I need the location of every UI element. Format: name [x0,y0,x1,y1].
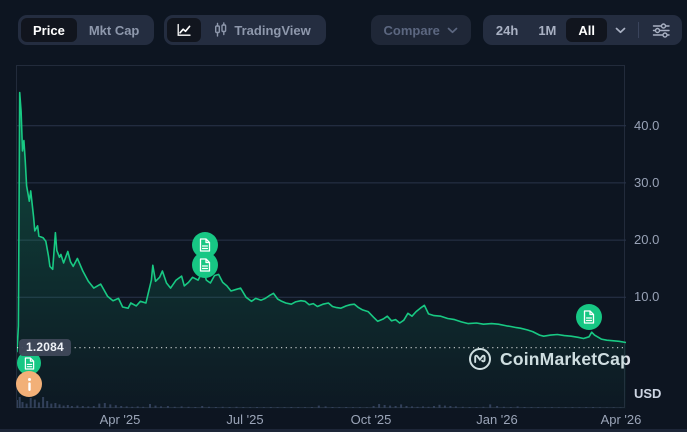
price-chart-plot-area: CoinMarketCap [16,65,631,409]
compare-label: Compare [383,22,440,38]
range-24h-button[interactable]: 24h [486,18,528,42]
chevron-down-icon [615,27,626,33]
gridlines [17,125,626,298]
price-line-chart[interactable] [17,66,626,409]
news-event-marker[interactable] [192,252,218,278]
price-mktcap-toggle: Price Mkt Cap [18,15,155,45]
chevron-down-icon [447,27,458,33]
tradingview-label: TradingView [234,22,311,38]
candlestick-icon [215,22,227,37]
toolbar-right-group: Compare 24h 1M All [370,15,682,45]
mktcap-tab[interactable]: Mkt Cap [77,18,152,42]
x-axis-label: Apr '25 [99,412,141,427]
range-all-button[interactable]: All [566,18,607,42]
y-axis-label: 30.0 [634,175,660,190]
y-axis-label: 10.0 [634,289,660,304]
x-axis-label: Apr '26 [600,412,642,427]
info-icon [27,377,31,391]
x-axis-label: Jul '25 [226,412,264,427]
current-price-tag: 1.2084 [19,339,71,356]
compare-button[interactable]: Compare [370,15,471,45]
range-more-button[interactable] [607,18,634,42]
toolbar-divider [638,22,639,38]
range-1m-button[interactable]: 1M [528,18,566,42]
y-axis-unit-label: USD [634,386,662,401]
tradingview-button[interactable]: TradingView [201,18,322,42]
chart-settings-button[interactable] [643,18,679,42]
news-document-icon [24,356,34,370]
line-chart-icon [177,23,192,36]
news-document-icon [199,238,211,252]
x-axis-label: Oct '25 [350,412,392,427]
chart-toolbar: Price Mkt Cap TradingView [18,15,682,45]
line-chart-type-button[interactable] [167,18,202,42]
sliders-icon [652,22,670,38]
price-tab[interactable]: Price [21,18,77,42]
bottom-divider [0,429,687,432]
news-document-icon [583,310,595,324]
y-axis-label: 20.0 [634,232,660,247]
chart-type-toggle: TradingView [164,15,326,45]
news-event-marker[interactable] [576,304,602,330]
news-document-icon [199,258,211,272]
x-axis-label: Jan '26 [476,412,518,427]
time-range-toggle: 24h 1M All [482,15,682,45]
price-line [17,91,626,353]
price-area-fill [17,92,626,409]
info-badge[interactable] [16,371,42,397]
y-axis-label: 40.0 [634,118,660,133]
